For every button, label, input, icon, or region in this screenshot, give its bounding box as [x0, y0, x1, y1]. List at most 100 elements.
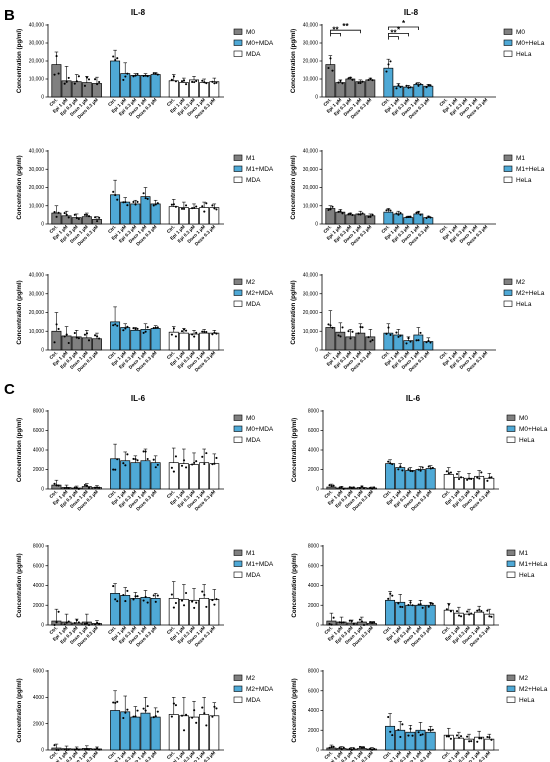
data-point: [411, 604, 414, 607]
data-point: [112, 585, 115, 588]
bar-m0-mda: [150, 74, 161, 98]
data-point: [466, 610, 469, 613]
bar-m0: [91, 83, 102, 98]
data-point: [156, 710, 159, 713]
data-point: [215, 81, 218, 84]
data-point: [371, 621, 374, 624]
data-point: [136, 200, 139, 203]
data-point: [328, 746, 331, 749]
data-point: [419, 83, 422, 86]
data-point: [447, 735, 450, 738]
data-point: [172, 470, 175, 473]
y-tick-label: 0: [316, 748, 319, 754]
data-point: [98, 486, 101, 489]
data-point: [203, 81, 206, 84]
data-point: [174, 335, 177, 338]
data-point: [399, 605, 402, 608]
data-point: [348, 747, 351, 750]
bar-mda: [168, 80, 179, 98]
y-tick-label: 20,000: [303, 185, 319, 191]
data-point: [427, 605, 430, 608]
data-point: [63, 212, 66, 215]
data-point: [460, 476, 463, 479]
bar-m0-mda: [130, 462, 141, 490]
significance-bracket: [388, 33, 409, 37]
data-point: [174, 601, 177, 605]
data-point: [340, 485, 343, 489]
legend-label: HeLa: [519, 697, 535, 704]
data-point: [211, 463, 214, 466]
bar-m0-hela: [423, 85, 434, 98]
data-point: [182, 604, 186, 607]
data-point: [352, 747, 355, 750]
y-tick-label: 10,000: [29, 329, 45, 335]
data-point: [341, 82, 344, 85]
legend-swatch: [503, 165, 513, 172]
data-point: [358, 486, 361, 490]
bar-mda: [168, 462, 179, 490]
bar-hela: [464, 613, 474, 626]
chart-title: IL-6: [406, 394, 421, 403]
legend-label: M0+HeLa: [516, 40, 545, 47]
data-point: [397, 728, 400, 731]
data-point: [360, 620, 364, 623]
data-point: [429, 341, 432, 344]
data-point: [116, 458, 119, 461]
bar-m2: [355, 332, 366, 351]
legend-label: M1: [246, 550, 255, 557]
bar-m2-hela: [403, 340, 414, 351]
data-point: [338, 486, 341, 489]
data-point: [65, 213, 68, 216]
y-axis-label: Concentration (pg/ml): [291, 418, 298, 482]
data-point: [126, 453, 129, 456]
y-tick-label: 0: [316, 623, 319, 629]
data-point: [387, 597, 390, 600]
data-point: [142, 707, 145, 710]
bar-mda: [168, 206, 179, 225]
data-point: [94, 486, 97, 489]
data-point: [73, 331, 76, 335]
bar-mda: [209, 207, 220, 225]
legend-label: M2: [519, 675, 528, 682]
bar-mda: [168, 714, 179, 751]
data-point: [87, 78, 91, 81]
bar-m1: [325, 208, 336, 225]
data-point: [94, 216, 97, 219]
y-axis-label: Concentration (pg/ml): [16, 553, 23, 617]
y-tick-label: 4000: [33, 583, 44, 589]
data-point: [136, 327, 139, 330]
data-point: [466, 735, 469, 738]
legend-label: M2+MDA: [246, 686, 274, 693]
data-point: [385, 209, 388, 212]
data-point: [55, 748, 58, 752]
data-point: [362, 623, 366, 627]
data-point: [350, 748, 353, 751]
y-tick-label: 40,000: [29, 273, 45, 279]
data-point: [213, 82, 216, 85]
bar-mda: [199, 332, 210, 351]
bar-m1-mda: [140, 596, 151, 626]
bar-mda: [168, 597, 179, 626]
data-point: [359, 325, 362, 329]
data-point: [63, 487, 66, 490]
data-point: [94, 623, 97, 626]
bar-m2-mda: [120, 327, 131, 351]
data-point: [213, 462, 216, 465]
data-point: [124, 600, 127, 603]
data-point: [351, 213, 354, 217]
y-tick-label: 20,000: [29, 310, 45, 316]
data-point: [455, 734, 459, 737]
data-point: [405, 342, 408, 345]
data-point: [124, 711, 127, 714]
bar-m0-hela: [405, 470, 416, 490]
bar-m0-hela: [415, 469, 426, 490]
y-tick-label: 10,000: [303, 203, 319, 209]
data-point: [182, 328, 186, 331]
data-point: [96, 747, 99, 750]
data-point: [431, 728, 434, 731]
data-point: [112, 468, 115, 471]
data-point: [476, 609, 479, 612]
data-point: [470, 612, 473, 615]
chart-3: Concentration (pg/ml) 0 10,000 20,000 30,000…: [16, 149, 274, 247]
